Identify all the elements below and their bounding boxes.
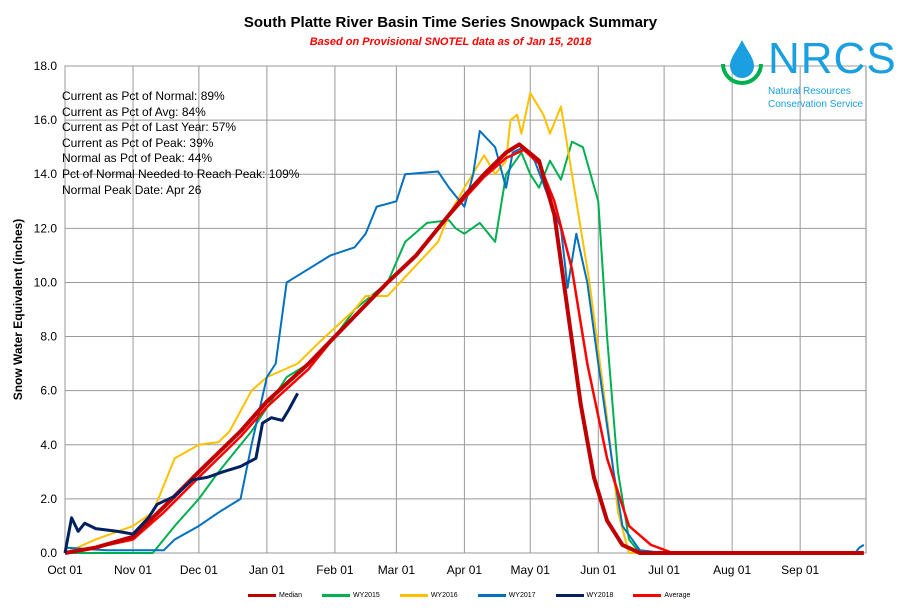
x-tick-label: Mar 01: [378, 563, 416, 577]
legend-label: Average: [664, 592, 691, 599]
legend: Median WY2015 WY2016 WY2017 WY2018 Average: [248, 592, 690, 599]
x-tick-label: Dec 01: [180, 563, 218, 577]
y-tick-label: 18.0: [34, 59, 58, 73]
legend-item: Average: [633, 592, 690, 599]
legend-swatch: [555, 594, 584, 597]
logo-text: NRCS: [768, 34, 897, 83]
stat-line: Normal Peak Date: Apr 26: [62, 182, 202, 197]
y-tick-label: 12.0: [34, 221, 58, 235]
legend-swatch: [399, 594, 428, 597]
x-tick-label: Jan 01: [249, 563, 285, 577]
legend-swatch: [248, 594, 276, 597]
logo-org-line1: Natural Resources: [768, 86, 851, 97]
legend-item: Median: [248, 592, 302, 599]
legend-swatch: [321, 594, 350, 597]
y-tick-label: 0.0: [40, 546, 57, 560]
x-tick-label: Oct 01: [47, 563, 83, 577]
legend-item: WY2016: [399, 592, 458, 599]
legend-label: WY2017: [508, 592, 536, 599]
stat-line: Normal as Pct of Peak: 44%: [62, 151, 213, 166]
stat-line: Current as Pct of Avg: 84%: [62, 104, 206, 119]
legend-item: WY2018: [555, 592, 614, 599]
legend-label: WY2018: [586, 592, 614, 599]
series-line-median: [64, 142, 864, 555]
x-tick-label: Feb 01: [316, 563, 354, 577]
legend-label: Median: [279, 592, 302, 599]
y-tick-label: 6.0: [40, 384, 57, 398]
x-tick-label: Jul 01: [648, 563, 680, 577]
legend-swatch: [633, 594, 662, 597]
y-tick-label: 4.0: [40, 438, 57, 452]
series-line-wy2018: [63, 392, 299, 554]
y-tick-label: 10.0: [34, 275, 58, 289]
x-tick-label: Nov 01: [114, 563, 152, 577]
chart-subtitle: Based on Provisional SNOTEL data as of J…: [309, 36, 592, 48]
x-tick-label: May 01: [511, 563, 551, 577]
y-tick-label: 14.0: [34, 167, 58, 181]
x-tick-label: Aug 01: [713, 563, 751, 577]
legend-label: WY2015: [352, 592, 380, 599]
logo-org-line2: Conservation Service: [768, 99, 864, 110]
x-tick-label: Sep 01: [781, 563, 819, 577]
y-tick-label: 2.0: [40, 492, 57, 506]
x-tick-label: Jun 01: [580, 563, 616, 577]
series-line-wy2016: [64, 92, 864, 554]
stat-line: Current as Pct of Peak: 39%: [62, 135, 214, 150]
stat-line: Current as Pct of Normal: 89%: [62, 89, 225, 103]
chart-title: South Platte River Basin Time Series Sno…: [243, 14, 658, 31]
legend-swatch: [477, 594, 506, 597]
legend-item: WY2015: [321, 592, 380, 599]
stat-line: Current as Pct of Last Year: 57%: [62, 120, 237, 135]
y-tick-label: 8.0: [40, 330, 57, 344]
stats-block: Current as Pct of Normal: 89% Current as…: [62, 89, 299, 198]
nrcs-logo: NRCS Natural Resources Conservation Serv…: [720, 34, 896, 118]
y-axis-label: Snow Water Equivalent (inches): [11, 219, 25, 401]
x-tick-label: Apr 01: [447, 563, 483, 577]
water-drop-icon: [721, 40, 763, 85]
stat-line: Pct of Normal Needed to Reach Peak: 109%: [62, 166, 300, 181]
y-tick-label: 16.0: [34, 113, 58, 127]
legend-label: WY2016: [430, 592, 458, 599]
legend-item: WY2017: [477, 592, 536, 599]
